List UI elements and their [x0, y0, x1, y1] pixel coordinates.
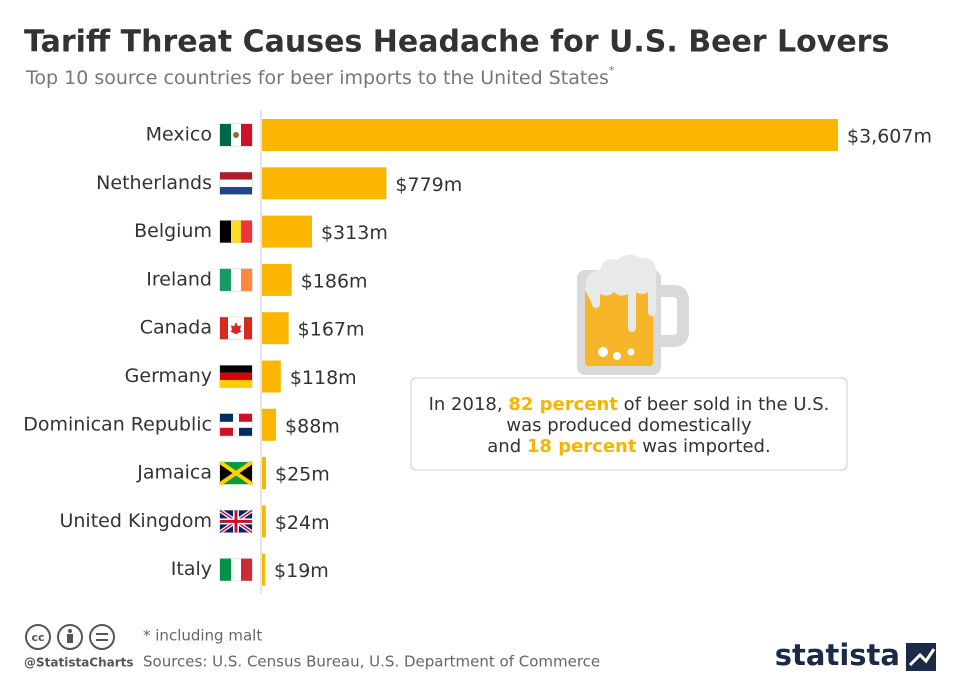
svg-text:cc: cc: [31, 631, 44, 644]
category-label: Germany: [125, 365, 212, 387]
flag-part: [230, 322, 242, 335]
flag-icon: [219, 220, 253, 244]
annotation-text: In 2018,: [429, 394, 509, 415]
flag-part: [220, 124, 231, 146]
category-label: United Kingdom: [59, 510, 212, 532]
annotation-line: was produced domestically: [506, 415, 752, 436]
bar: [262, 263, 292, 296]
flag-part: [220, 268, 231, 291]
bar: [262, 360, 281, 393]
flag-part: [220, 220, 231, 243]
category-label: Italy: [171, 558, 212, 580]
credit: @StatistaCharts: [24, 656, 134, 670]
flag-part: [231, 220, 241, 243]
flag-part: [220, 317, 228, 340]
flag-part: [233, 132, 239, 138]
annotation-text: was produced domestically: [506, 415, 752, 436]
brand-logo: statista: [775, 638, 900, 672]
annotation-text: of beer sold in the U.S.: [618, 394, 829, 415]
value-label: $779m: [395, 174, 462, 196]
flag-icon: [219, 365, 253, 388]
flag-part: [220, 427, 233, 436]
annotation-highlight: 18 percent: [527, 436, 637, 457]
bar: [262, 312, 289, 345]
beer-mug-icon: [577, 254, 689, 375]
annotation-line: and 18 percent was imported.: [487, 436, 770, 457]
category-label: Jamaica: [136, 462, 212, 484]
bar: [262, 215, 312, 248]
brand-icon: [906, 643, 936, 671]
flag-part: [231, 558, 241, 581]
cc-icons: cc: [25, 624, 115, 650]
flag-part: [241, 124, 252, 146]
flag-icon: [219, 558, 253, 582]
value-label: $24m: [275, 512, 330, 534]
annotation-line: In 2018, 82 percent of beer sold in the …: [429, 394, 830, 415]
flag-icon: [218, 508, 254, 535]
annotation-text: and: [487, 436, 527, 457]
flag-icon: [219, 171, 253, 195]
subtitle-text: Top 10 source countries for beer imports…: [25, 67, 609, 89]
value-label: $167m: [298, 319, 365, 341]
value-label: $19m: [274, 560, 329, 582]
subtitle-mark: *: [609, 64, 615, 77]
chart-title: Tariff Threat Causes Headache for U.S. B…: [24, 25, 889, 60]
value-label: $88m: [285, 415, 340, 437]
value-label: $25m: [275, 464, 330, 486]
bar: [262, 505, 266, 538]
flag-part: [231, 268, 241, 291]
bar: [262, 119, 838, 151]
flag-part: [220, 372, 252, 381]
value-label: $186m: [301, 270, 368, 292]
bar: [262, 408, 277, 441]
flag-part: [220, 519, 252, 523]
category-label: Ireland: [146, 268, 212, 290]
flag-icon: [218, 460, 254, 486]
flag-part: [239, 413, 252, 422]
category-label: Mexico: [146, 124, 212, 146]
flag-part: [220, 187, 252, 195]
source: Sources: U.S. Census Bureau, U.S. Depart…: [143, 653, 600, 671]
category-label: Netherlands: [96, 172, 212, 194]
annotation-highlight: 82 percent: [508, 394, 618, 415]
bar: [262, 167, 387, 200]
flag-part: [241, 220, 252, 243]
flag-part: [241, 268, 252, 291]
category-label: Dominican Republic: [23, 413, 212, 435]
flag-part: [244, 317, 252, 340]
flag-part: [220, 172, 252, 180]
flag-icon: [219, 413, 253, 437]
flag-icon: [219, 316, 253, 340]
bar: [262, 553, 266, 586]
annotation-text: was imported.: [636, 436, 770, 457]
flag-part: [220, 179, 252, 187]
chart-subtitle: Top 10 source countries for beer imports…: [25, 64, 615, 89]
flag-part: [239, 427, 252, 436]
category-label: Belgium: [134, 220, 212, 242]
flag-part: [220, 365, 252, 373]
category-label: Canada: [140, 317, 212, 339]
value-label: $118m: [290, 367, 357, 389]
flag-part: [220, 558, 231, 581]
flag-part: [220, 413, 233, 422]
bar: [262, 457, 266, 490]
flag-icon: [219, 123, 253, 147]
flag-part: [241, 558, 252, 581]
flag-part: [220, 380, 252, 388]
annotation-box: [410, 377, 848, 471]
value-label: $313m: [321, 222, 388, 244]
flag-part: [218, 460, 254, 486]
footnote: * including malt: [143, 627, 262, 645]
value-label: $3,607m: [847, 126, 932, 148]
flag-icon: [219, 268, 253, 292]
